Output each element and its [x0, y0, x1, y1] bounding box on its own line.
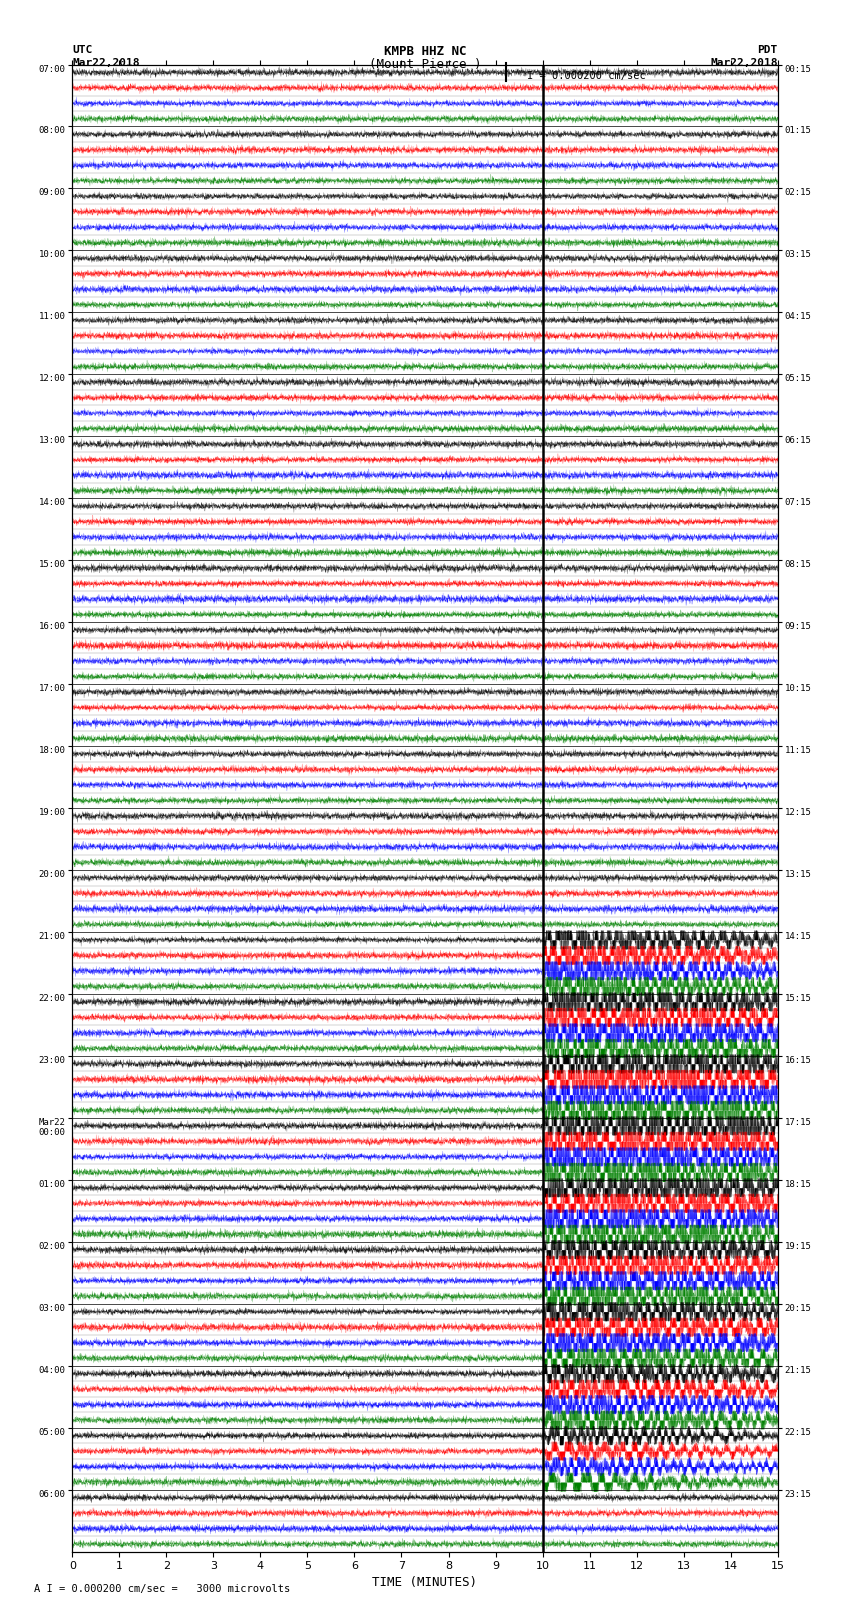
- Text: KMPB HHZ NC: KMPB HHZ NC: [383, 45, 467, 58]
- Text: I = 0.000200 cm/sec: I = 0.000200 cm/sec: [527, 71, 646, 81]
- Text: A I = 0.000200 cm/sec =   3000 microvolts: A I = 0.000200 cm/sec = 3000 microvolts: [34, 1584, 290, 1594]
- Text: Mar22,2018: Mar22,2018: [711, 58, 778, 68]
- Text: PDT: PDT: [757, 45, 778, 55]
- X-axis label: TIME (MINUTES): TIME (MINUTES): [372, 1576, 478, 1589]
- Text: Mar22,2018: Mar22,2018: [72, 58, 139, 68]
- Text: (Mount Pierce ): (Mount Pierce ): [369, 58, 481, 71]
- Text: UTC: UTC: [72, 45, 93, 55]
